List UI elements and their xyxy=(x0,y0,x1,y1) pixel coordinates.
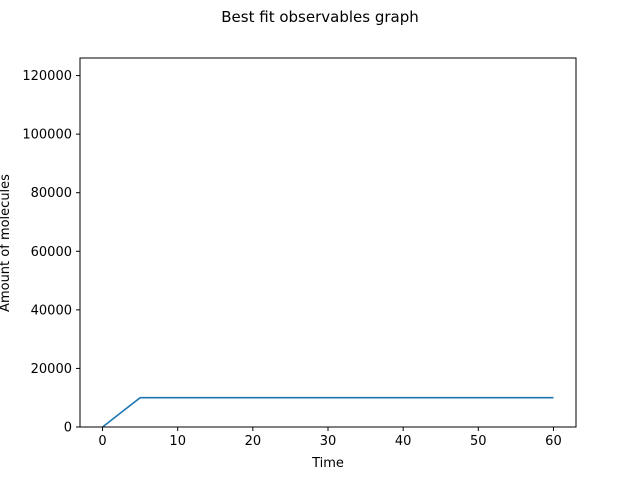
x-tick-label: 20 xyxy=(245,434,262,449)
x-axis-label: Time xyxy=(311,456,344,471)
y-axis: 0 20000 40000 60000 80000 100000 120000 xyxy=(22,69,80,436)
x-tick-label: 10 xyxy=(169,434,186,449)
plot-frame xyxy=(79,57,577,428)
x-tick-label: 50 xyxy=(470,434,487,449)
x-tick-label: 60 xyxy=(545,434,562,449)
y-tick-label: 40000 xyxy=(31,303,72,318)
y-tick-label: 20000 xyxy=(31,362,72,377)
x-tick-label: 0 xyxy=(98,434,106,449)
y-tick-label: 0 xyxy=(64,421,72,436)
y-tick-label: 60000 xyxy=(31,245,72,260)
x-axis: 0 10 20 30 40 50 60 xyxy=(98,427,562,449)
series-line-0 xyxy=(102,396,554,428)
plot-area xyxy=(79,57,577,428)
y-tick-label: 80000 xyxy=(31,186,72,201)
x-tick-label: 30 xyxy=(320,434,337,449)
y-tick-label: 120000 xyxy=(22,69,72,84)
chart-title: Best fit observables graph xyxy=(221,8,418,26)
x-tick-label: 40 xyxy=(395,434,412,449)
y-tick-label: 100000 xyxy=(22,128,72,143)
y-axis-label: Amount of molecules xyxy=(0,174,13,312)
